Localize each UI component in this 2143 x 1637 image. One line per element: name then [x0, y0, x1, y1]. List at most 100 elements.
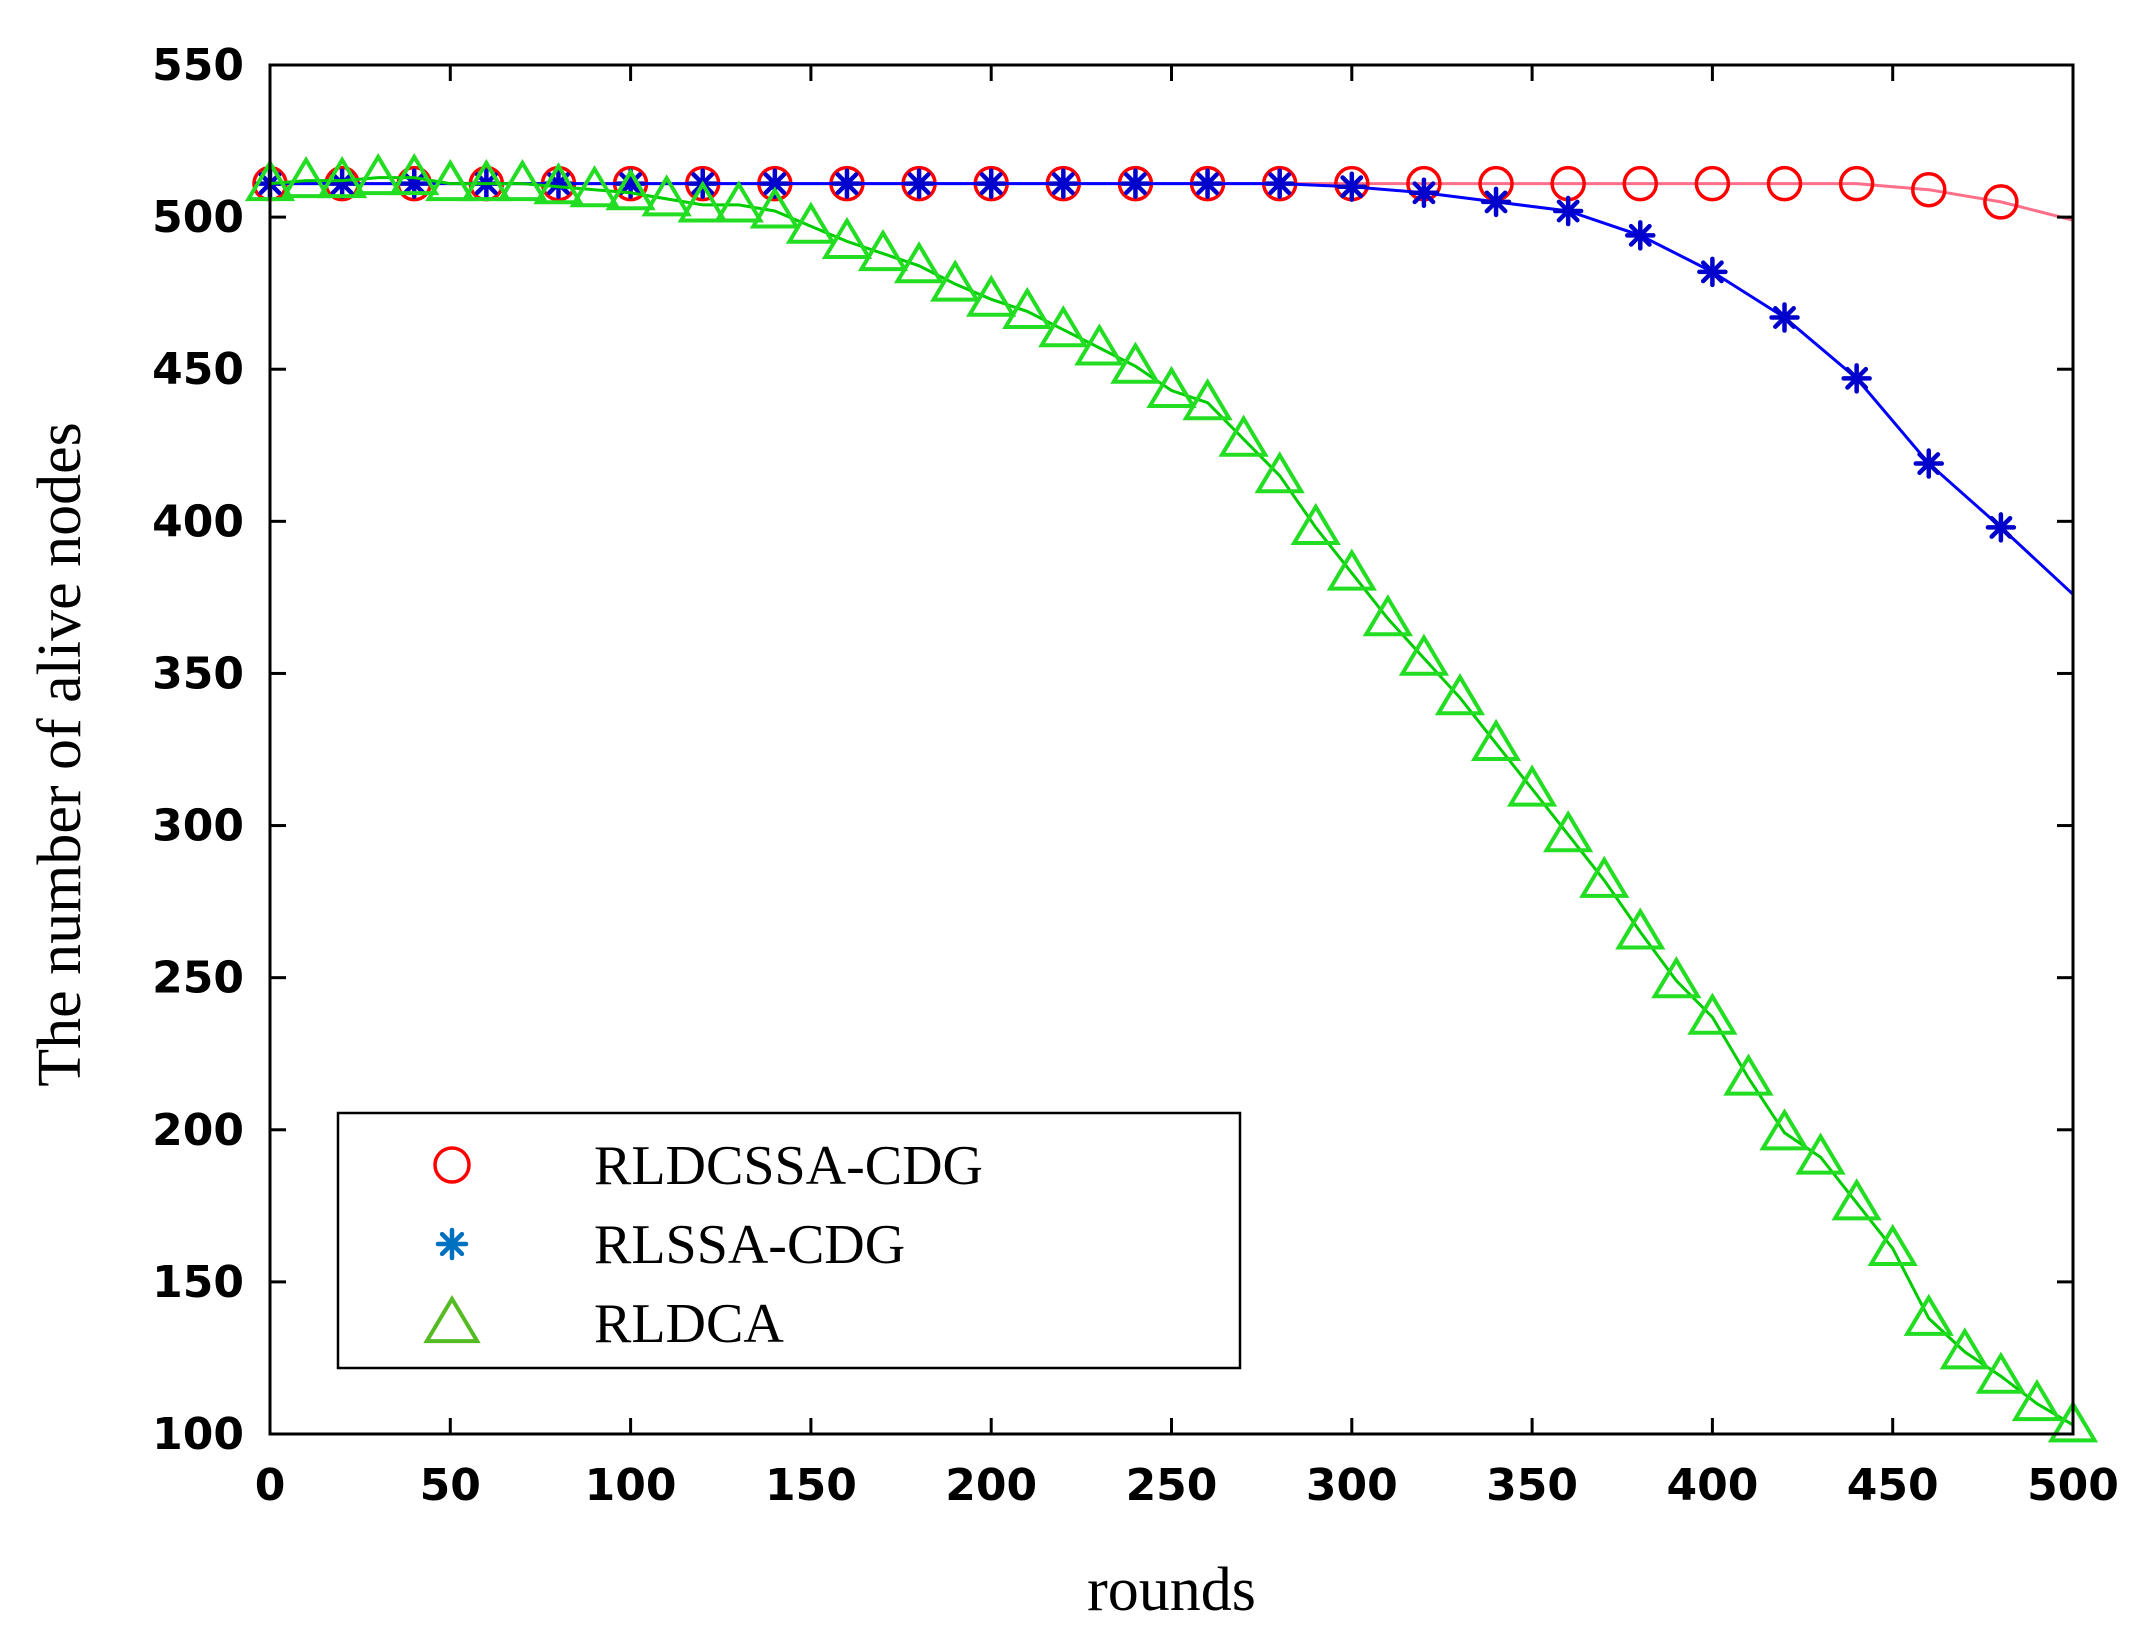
data-point-rldca	[1074, 323, 1125, 366]
data-point-rldca	[1903, 1293, 1954, 1336]
y-tick-label: 450	[152, 344, 244, 395]
y-tick-labels: 100 150 200 250 300 350 400 450 500 550	[152, 40, 244, 1460]
data-point-rlssa-cdg	[326, 168, 358, 199]
legend-marker-rldca	[423, 1294, 481, 1344]
x-tick-labels: 0 50 100 150 200 250 300 350 400 450 500	[255, 1460, 2119, 1511]
data-point-rlssa-cdg	[831, 168, 863, 199]
x-tick-label: 350	[1486, 1460, 1578, 1511]
data-point-rldca	[893, 241, 945, 284]
y-tick-label: 200	[152, 1105, 244, 1156]
legend-item-rlssa-cdg: RLSSA-CDG	[435, 1214, 905, 1276]
legend-item-rldcssa-cdg: RLDCSSA-CDG	[433, 1135, 983, 1197]
y-tick-label: 350	[152, 648, 244, 699]
legend-marker-rldcssa-cdg	[433, 1146, 471, 1184]
legend-items: RLDCSSA-CDG RLSSA-CDG RLDCA	[423, 1135, 983, 1355]
data-point-rldca	[1434, 673, 1486, 716]
data-point-rldca	[316, 155, 368, 199]
x-tick-label: 250	[1126, 1460, 1218, 1511]
legend-label-rldca: RLDCA	[594, 1293, 784, 1355]
data-point-rldca	[389, 152, 440, 196]
data-point-rldca	[1723, 1053, 1774, 1096]
series-layer	[244, 152, 2099, 1443]
data-point-rldcssa-cdg	[1838, 165, 1875, 202]
data-point-rlssa-cdg	[1841, 363, 1872, 394]
y-tick-label: 500	[152, 192, 244, 243]
data-point-rldca	[280, 155, 332, 199]
y-tick-label: 550	[152, 40, 244, 91]
data-point-rldca	[1470, 718, 1522, 761]
data-point-rldca	[1759, 1108, 1810, 1151]
data-point-rldca	[1326, 548, 1377, 591]
y-axis-title: The number of alive nodes	[26, 422, 94, 1087]
data-point-rldca	[1579, 855, 1630, 898]
data-point-rldca	[1290, 502, 1341, 545]
data-point-rldca	[1182, 378, 1233, 421]
x-tick-label: 150	[765, 1460, 857, 1511]
y-tick-label: 150	[152, 1257, 244, 1308]
data-point-rlssa-cdg	[1480, 186, 1512, 218]
data-point-rldca	[353, 152, 404, 196]
data-point-rlssa-cdg	[1697, 256, 1728, 288]
data-point-rldca	[1795, 1132, 1846, 1175]
data-point-rldca	[930, 259, 981, 302]
data-point-rldca	[1002, 286, 1053, 329]
data-point-rldca	[821, 216, 873, 259]
data-point-rlssa-cdg	[1048, 168, 1079, 199]
data-point-rldcssa-cdg	[1622, 165, 1659, 202]
data-point-rldca	[1110, 341, 1161, 384]
x-tick-label: 200	[945, 1460, 1037, 1511]
x-tick-label: 450	[1847, 1460, 1939, 1511]
data-point-rldca	[1939, 1327, 1990, 1370]
data-point-rldca	[1687, 992, 1738, 1035]
data-point-rldca	[857, 229, 909, 272]
data-point-rldcssa-cdg	[1694, 165, 1731, 202]
data-point-rldca	[1398, 633, 1450, 676]
data-point-rlssa-cdg	[1192, 168, 1223, 199]
data-point-rldcssa-cdg	[1766, 165, 1803, 202]
data-point-rlssa-cdg	[1408, 177, 1440, 209]
x-tick-label: 100	[585, 1460, 677, 1511]
legend-item-rldca: RLDCA	[423, 1293, 784, 1355]
data-point-rlssa-cdg	[1985, 512, 2017, 543]
series-rldca	[244, 152, 2099, 1443]
data-point-rlssa-cdg	[1336, 171, 1368, 202]
data-point-rlssa-cdg	[1264, 168, 1295, 199]
data-point-rldca	[1218, 414, 1269, 457]
data-point-rldca	[1362, 594, 1413, 637]
legend: RLDCSSA-CDG RLSSA-CDG RLDCA	[336, 1111, 1242, 1370]
data-point-rldca	[677, 180, 728, 223]
x-tick-label: 300	[1306, 1460, 1398, 1511]
data-point-rldca	[461, 159, 512, 202]
data-point-rldca	[497, 159, 548, 202]
data-point-rlssa-cdg	[1769, 302, 1800, 333]
data-point-rldca	[1831, 1178, 1882, 1221]
legend-box	[336, 1111, 1242, 1370]
y-tick-label: 100	[152, 1409, 244, 1460]
data-point-rldcssa-cdg	[1983, 184, 2019, 220]
y-tick-label: 250	[152, 953, 244, 1004]
data-point-rldca	[1651, 956, 1702, 999]
data-point-rlssa-cdg	[1913, 448, 1945, 479]
x-tick-label: 400	[1666, 1460, 1758, 1511]
data-point-rldca	[641, 174, 692, 217]
data-point-rldca	[2047, 1400, 2099, 1443]
x-tick-label: 50	[420, 1460, 481, 1511]
data-point-rldca	[966, 274, 1017, 317]
y-tick-label: 400	[152, 496, 244, 547]
y-tick-label: 300	[152, 801, 244, 852]
ticks-layer	[268, 63, 2075, 1436]
data-point-rlssa-cdg	[1552, 195, 1584, 227]
data-point-rldca	[1867, 1223, 1918, 1266]
data-point-rldca	[533, 162, 584, 205]
data-point-rldca	[1615, 907, 1666, 950]
x-tick-label: 0	[255, 1460, 286, 1511]
data-point-rldca	[605, 168, 656, 211]
data-point-rlssa-cdg	[1120, 168, 1151, 199]
data-point-rldca	[2011, 1378, 2063, 1422]
data-point-rldca	[1146, 365, 1197, 409]
data-point-rldca	[1506, 764, 1558, 807]
data-point-rldca	[1975, 1351, 2027, 1394]
data-point-rldca	[1254, 451, 1305, 494]
